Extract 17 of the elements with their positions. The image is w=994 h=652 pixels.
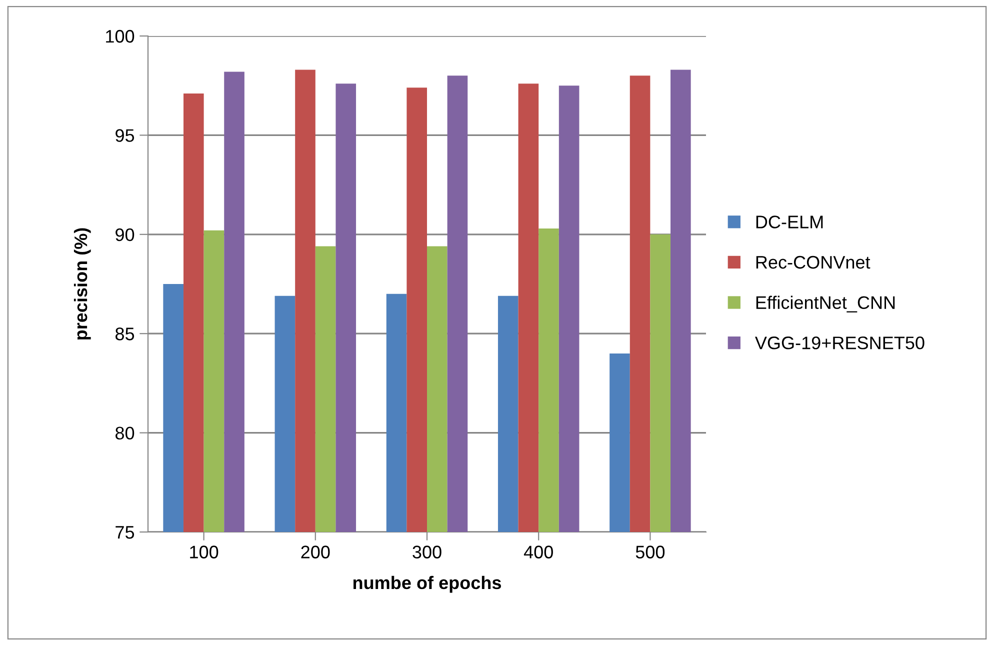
x-tick-label: 500 [636,546,665,558]
x-tick-label: 200 [301,546,330,558]
y-tick-label: 80 [116,426,134,440]
x-axis-title: numbe of epochs [353,576,501,593]
y-axis-title: precision (%) [74,228,91,340]
y-tick-label: 90 [116,228,134,242]
x-tick-label: 400 [524,546,553,558]
legend-label: Rec-CONVnet [756,256,870,269]
x-tick-label: 300 [412,546,442,558]
x-tick-label: 100 [190,546,218,558]
legend-label: DC-ELM [756,216,823,228]
legend-label: EfficientNet_CNN [756,296,895,312]
y-tick-label: 85 [116,328,134,340]
y-tick-label: 75 [116,526,134,539]
y-tick-label: 95 [116,129,134,142]
legend-label: VGG-19+RESNET50 [754,336,924,350]
y-tick-label: 100 [106,30,134,43]
